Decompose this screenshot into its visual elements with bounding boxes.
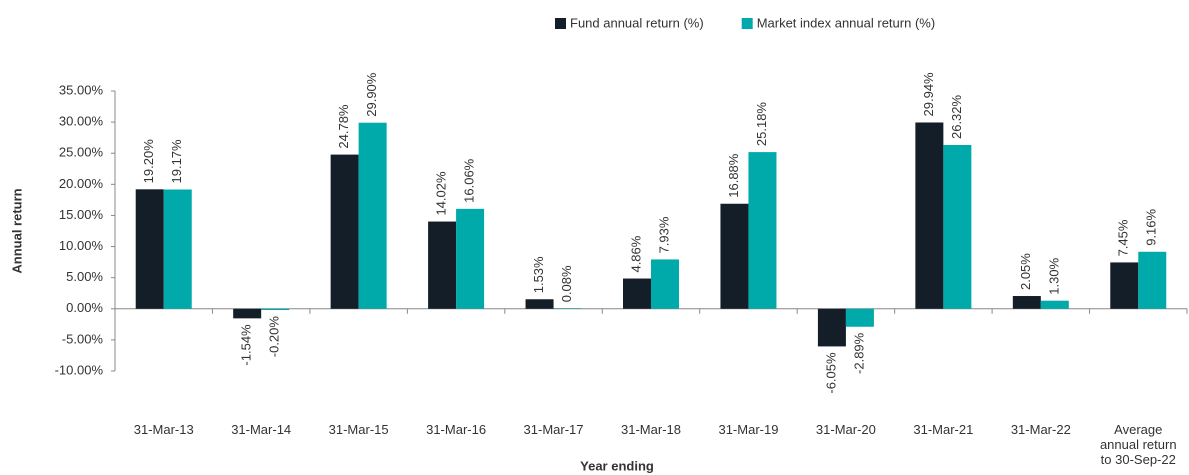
bar (748, 152, 777, 309)
y-tick-label: 30.00% (59, 114, 104, 129)
x-axis-label: Year ending (580, 458, 654, 473)
bar (1138, 251, 1167, 309)
x-tick-label: 31-Mar-20 (815, 422, 876, 437)
data-label: 16.88% (726, 153, 741, 198)
x-tick-label: 31-Mar-15 (328, 422, 389, 437)
data-label: 26.32% (949, 94, 964, 139)
bar (720, 203, 749, 309)
data-label: 14.02% (434, 171, 449, 216)
y-tick-label: 15.00% (59, 207, 104, 222)
bar (233, 308, 262, 319)
bar (1040, 300, 1069, 309)
y-tick-label: 5.00% (66, 269, 103, 284)
y-tick-label: 0.00% (66, 300, 103, 315)
bar (261, 308, 290, 311)
y-tick-label: -10.00% (55, 362, 104, 377)
x-tick-label: 31-Mar-18 (621, 422, 681, 437)
data-label: -0.20% (267, 316, 282, 358)
legend-label: Market index annual return (%) (757, 15, 935, 30)
bar (456, 208, 485, 309)
data-label: 29.90% (364, 72, 379, 117)
y-axis-label: Annual return (9, 188, 24, 273)
data-label: -6.05% (823, 352, 838, 394)
bar (163, 189, 192, 309)
data-label: 7.93% (656, 216, 671, 253)
data-label: 25.18% (754, 102, 769, 147)
y-tick-label: 35.00% (59, 82, 104, 97)
legend-label: Fund annual return (%) (570, 15, 704, 30)
y-tick-label: -5.00% (62, 331, 104, 346)
legend-swatch (555, 18, 566, 29)
x-tick-label: 31-Mar-19 (718, 422, 779, 437)
y-tick-label: 25.00% (59, 145, 104, 160)
bar (623, 278, 651, 309)
data-label: 9.16% (1144, 208, 1159, 245)
bar (817, 308, 846, 347)
x-tick-label: 31-Mar-16 (426, 422, 487, 437)
data-label: 1.53% (531, 256, 546, 293)
data-label: 19.20% (141, 139, 156, 184)
bar (330, 154, 359, 309)
bar (1012, 296, 1041, 309)
y-tick-label: 20.00% (59, 176, 104, 191)
data-label: 7.45% (1116, 219, 1131, 256)
data-label: 24.78% (336, 104, 351, 149)
data-label: 1.30% (1046, 257, 1061, 294)
x-tick-label: 31-Mar-22 (1010, 422, 1071, 437)
bar (358, 122, 387, 309)
x-tick-label: 31-Mar-14 (231, 422, 292, 437)
data-label: 2.05% (1018, 253, 1033, 290)
data-label: 4.86% (628, 235, 643, 272)
x-tick-label: 31-Mar-21 (913, 422, 974, 437)
data-label: 19.17% (169, 139, 184, 184)
bar (135, 189, 164, 309)
bar (1110, 262, 1139, 309)
x-tick-label: 31-Mar-17 (523, 422, 584, 437)
y-tick-label: 10.00% (59, 238, 104, 253)
bar (651, 259, 679, 309)
x-tick-label: 31-Mar-13 (133, 422, 194, 437)
bar (915, 122, 944, 309)
bar (428, 221, 457, 309)
legend-swatch (741, 18, 753, 29)
data-label: -1.54% (239, 324, 254, 366)
data-label: -2.89% (851, 332, 866, 374)
data-label: 0.08% (559, 265, 574, 302)
bar (943, 145, 972, 309)
bar (525, 299, 554, 309)
data-label: 29.94% (921, 72, 936, 117)
x-tick-label: Average annual return to 30-Sep-22 (1099, 422, 1177, 467)
data-label: 16.06% (462, 158, 477, 203)
bar (845, 308, 874, 327)
